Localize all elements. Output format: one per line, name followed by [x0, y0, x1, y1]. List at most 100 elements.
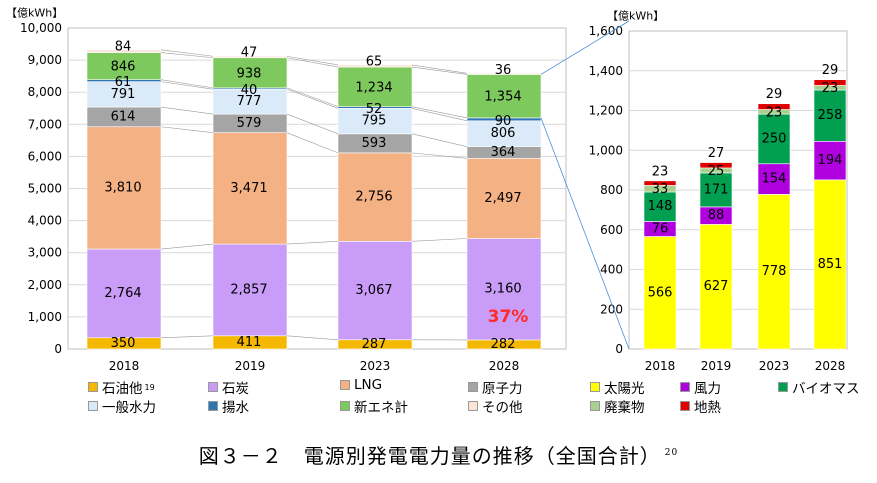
zoom-connector-line	[540, 20, 630, 75]
right-bar-segment	[757, 103, 791, 110]
right-data-label: 194	[818, 153, 843, 168]
left-bar-segment	[86, 126, 162, 250]
left-data-label: 3,067	[355, 283, 392, 298]
left-bar-segment	[212, 57, 288, 89]
right-data-label: 23	[766, 105, 783, 120]
left-connector-line	[286, 113, 339, 135]
left-y-tick-label: 10,000	[20, 21, 62, 35]
legend-item: 一般水力	[88, 396, 156, 416]
left-data-label: 282	[491, 337, 516, 352]
share-annotation: 37%	[488, 307, 529, 327]
left-data-label: 47	[241, 46, 258, 61]
left-data-label: 579	[237, 116, 262, 131]
left-data-label: 2,857	[230, 282, 267, 297]
left-bar-segment	[212, 55, 288, 59]
left-bar-segment	[466, 72, 542, 75]
left-connector-line	[286, 55, 339, 66]
legend-label: 地熱	[694, 400, 721, 416]
legend-item: 新エネ計	[340, 396, 408, 416]
left-y-tick-label: 6,000	[28, 149, 62, 163]
right-y-tick-label: 1,400	[589, 64, 623, 78]
left-connector-line	[411, 238, 468, 242]
left-data-label: 1,354	[484, 90, 521, 105]
right-y-axis-title: 【億kWh】	[607, 10, 664, 23]
left-connector-line	[160, 52, 214, 59]
left-x-tick-label: 2018	[109, 359, 140, 373]
left-y-tick-label: 8,000	[28, 85, 62, 99]
left-data-label: 61	[115, 75, 132, 90]
legend-swatch	[590, 401, 600, 411]
right-data-label: 627	[704, 279, 729, 294]
left-data-label: 3,471	[230, 181, 267, 196]
left-bar-segment	[466, 158, 542, 239]
legend-item: 石炭	[208, 377, 249, 397]
right-y-tick-label: 800	[600, 183, 623, 197]
left-connector-line	[286, 57, 339, 68]
left-bar-segment	[86, 49, 162, 53]
left-bar-segment	[337, 66, 413, 107]
legend-swatch	[340, 401, 350, 411]
caption-footnote: 20	[664, 448, 679, 459]
legend-item: 廃棄物	[590, 396, 645, 416]
left-data-label: 795	[362, 114, 387, 129]
right-data-label: 23	[652, 164, 669, 179]
right-data-label: 171	[704, 182, 729, 197]
right-data-label: 33	[652, 182, 669, 197]
legend-swatch	[208, 382, 218, 392]
left-y-tick-label: 2,000	[28, 278, 62, 292]
right-y-tick-label: 400	[600, 263, 623, 277]
left-connector-line	[411, 133, 468, 147]
left-connector-line	[286, 132, 339, 154]
legend-label: 原子力	[482, 381, 523, 397]
left-connector-line	[160, 81, 214, 90]
legend-label: 廃棄物	[604, 400, 645, 416]
legend-item: LNG	[340, 377, 382, 393]
left-data-label: 36	[495, 63, 512, 78]
left-bar-segment	[86, 248, 162, 339]
right-bar-segment	[699, 224, 733, 350]
left-connector-line	[160, 49, 214, 57]
left-connector-line	[286, 87, 339, 107]
legend-swatch	[468, 401, 478, 411]
legend-label: 揚水	[222, 400, 249, 416]
left-data-label: 846	[111, 60, 136, 75]
legend-label: 太陽光	[604, 381, 645, 397]
right-data-label: 88	[708, 208, 725, 223]
left-bar-segment	[337, 108, 413, 135]
left-bar-segment	[212, 88, 288, 115]
legend-swatch	[208, 401, 218, 411]
left-bar-segment	[212, 132, 288, 245]
legend: 石油他 19 石炭 LNG 原子力 太陽光 風力 バイオマス 一般水力 揚水 新エネ計 その他 廃棄物 地…	[88, 377, 868, 416]
legend-swatch	[680, 401, 690, 411]
right-y-tick-label: 1,200	[589, 104, 623, 118]
left-data-label: 2,764	[104, 286, 141, 301]
left-data-label: 287	[362, 337, 387, 352]
caption-text: 図３－２ 電源別発電電力量の推移（全国合計）	[198, 444, 661, 468]
left-connector-line	[160, 243, 214, 250]
right-data-label: 154	[762, 172, 787, 187]
left-connector-line	[411, 106, 468, 119]
legend-swatch	[340, 380, 350, 390]
right-bar-segment	[813, 179, 847, 350]
left-y-tick-label: 3,000	[28, 246, 62, 260]
left-connector-line	[160, 79, 214, 89]
right-bar-segment	[643, 180, 677, 186]
left-connector-line	[286, 88, 339, 109]
left-data-label: 364	[491, 145, 516, 160]
right-data-label: 250	[762, 131, 787, 146]
legend-swatch	[590, 382, 600, 392]
right-data-label: 258	[818, 108, 843, 123]
legend-item: 地熱	[680, 396, 721, 416]
left-data-label: 614	[111, 109, 136, 124]
left-y-tick-label: 0	[54, 342, 62, 356]
right-data-label: 27	[708, 146, 725, 161]
right-y-tick-label: 600	[600, 223, 623, 237]
legend-label: 一般水力	[102, 400, 156, 416]
left-data-label: 2,497	[484, 191, 521, 206]
left-connector-line	[160, 126, 214, 133]
right-bar-segment	[813, 79, 847, 86]
left-data-label: 90	[495, 114, 512, 129]
left-bar-segment	[337, 152, 413, 242]
left-x-tick-label: 2019	[235, 359, 266, 373]
left-data-label: 3,810	[104, 180, 141, 195]
